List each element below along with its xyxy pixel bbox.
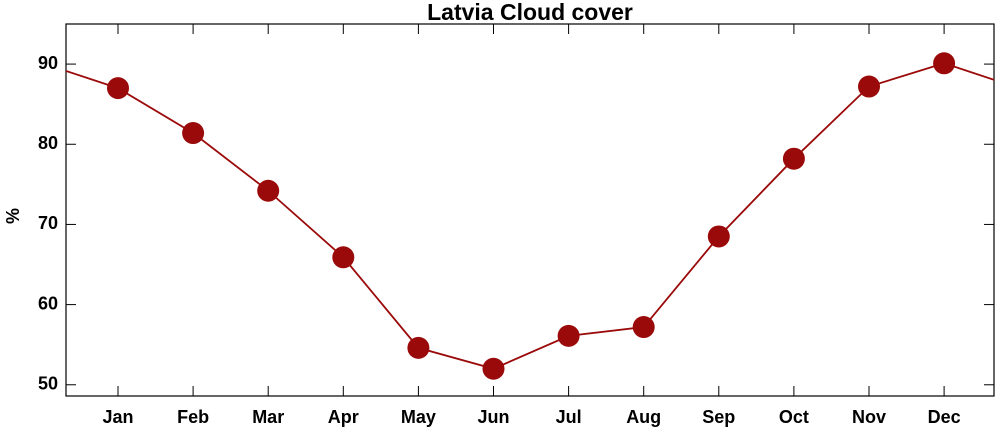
marker — [482, 357, 505, 380]
marker — [407, 336, 430, 359]
marker — [257, 179, 280, 202]
wrap-segment — [66, 69, 119, 89]
y-axis-label: % — [3, 208, 23, 224]
marker — [182, 122, 205, 145]
marker — [557, 324, 580, 347]
x-tick-label: Dec — [928, 407, 961, 427]
x-tick-label: Feb — [177, 407, 209, 427]
marker — [933, 52, 956, 75]
marker — [107, 77, 129, 100]
line — [117, 62, 945, 370]
marker — [858, 75, 880, 98]
marker — [332, 246, 355, 269]
marker — [632, 316, 655, 339]
x-tick-label: Apr — [328, 407, 359, 427]
x-tick-label: Sep — [702, 407, 735, 427]
x-tick-label: Oct — [779, 407, 809, 427]
x-tick-label: Aug — [626, 407, 661, 427]
x-tick-label: Jul — [556, 407, 582, 427]
x-tick-label: Jan — [102, 407, 133, 427]
x-tick-label: Jun — [477, 407, 509, 427]
marker — [782, 147, 805, 170]
plot-frame — [65, 23, 995, 397]
y-tick-label: 90 — [38, 53, 58, 73]
marker — [707, 225, 730, 248]
chart-title: Latvia Cloud cover — [427, 0, 633, 25]
y-tick-label: 50 — [38, 374, 58, 394]
y-tick-label: 80 — [38, 133, 58, 153]
x-tick-label: May — [401, 407, 436, 427]
y-tick-label: 60 — [38, 293, 58, 313]
y-tick-label: 70 — [38, 213, 58, 233]
wrap-segment — [943, 62, 994, 81]
x-tick-label: Mar — [252, 407, 284, 427]
x-tick-label: Nov — [852, 407, 886, 427]
